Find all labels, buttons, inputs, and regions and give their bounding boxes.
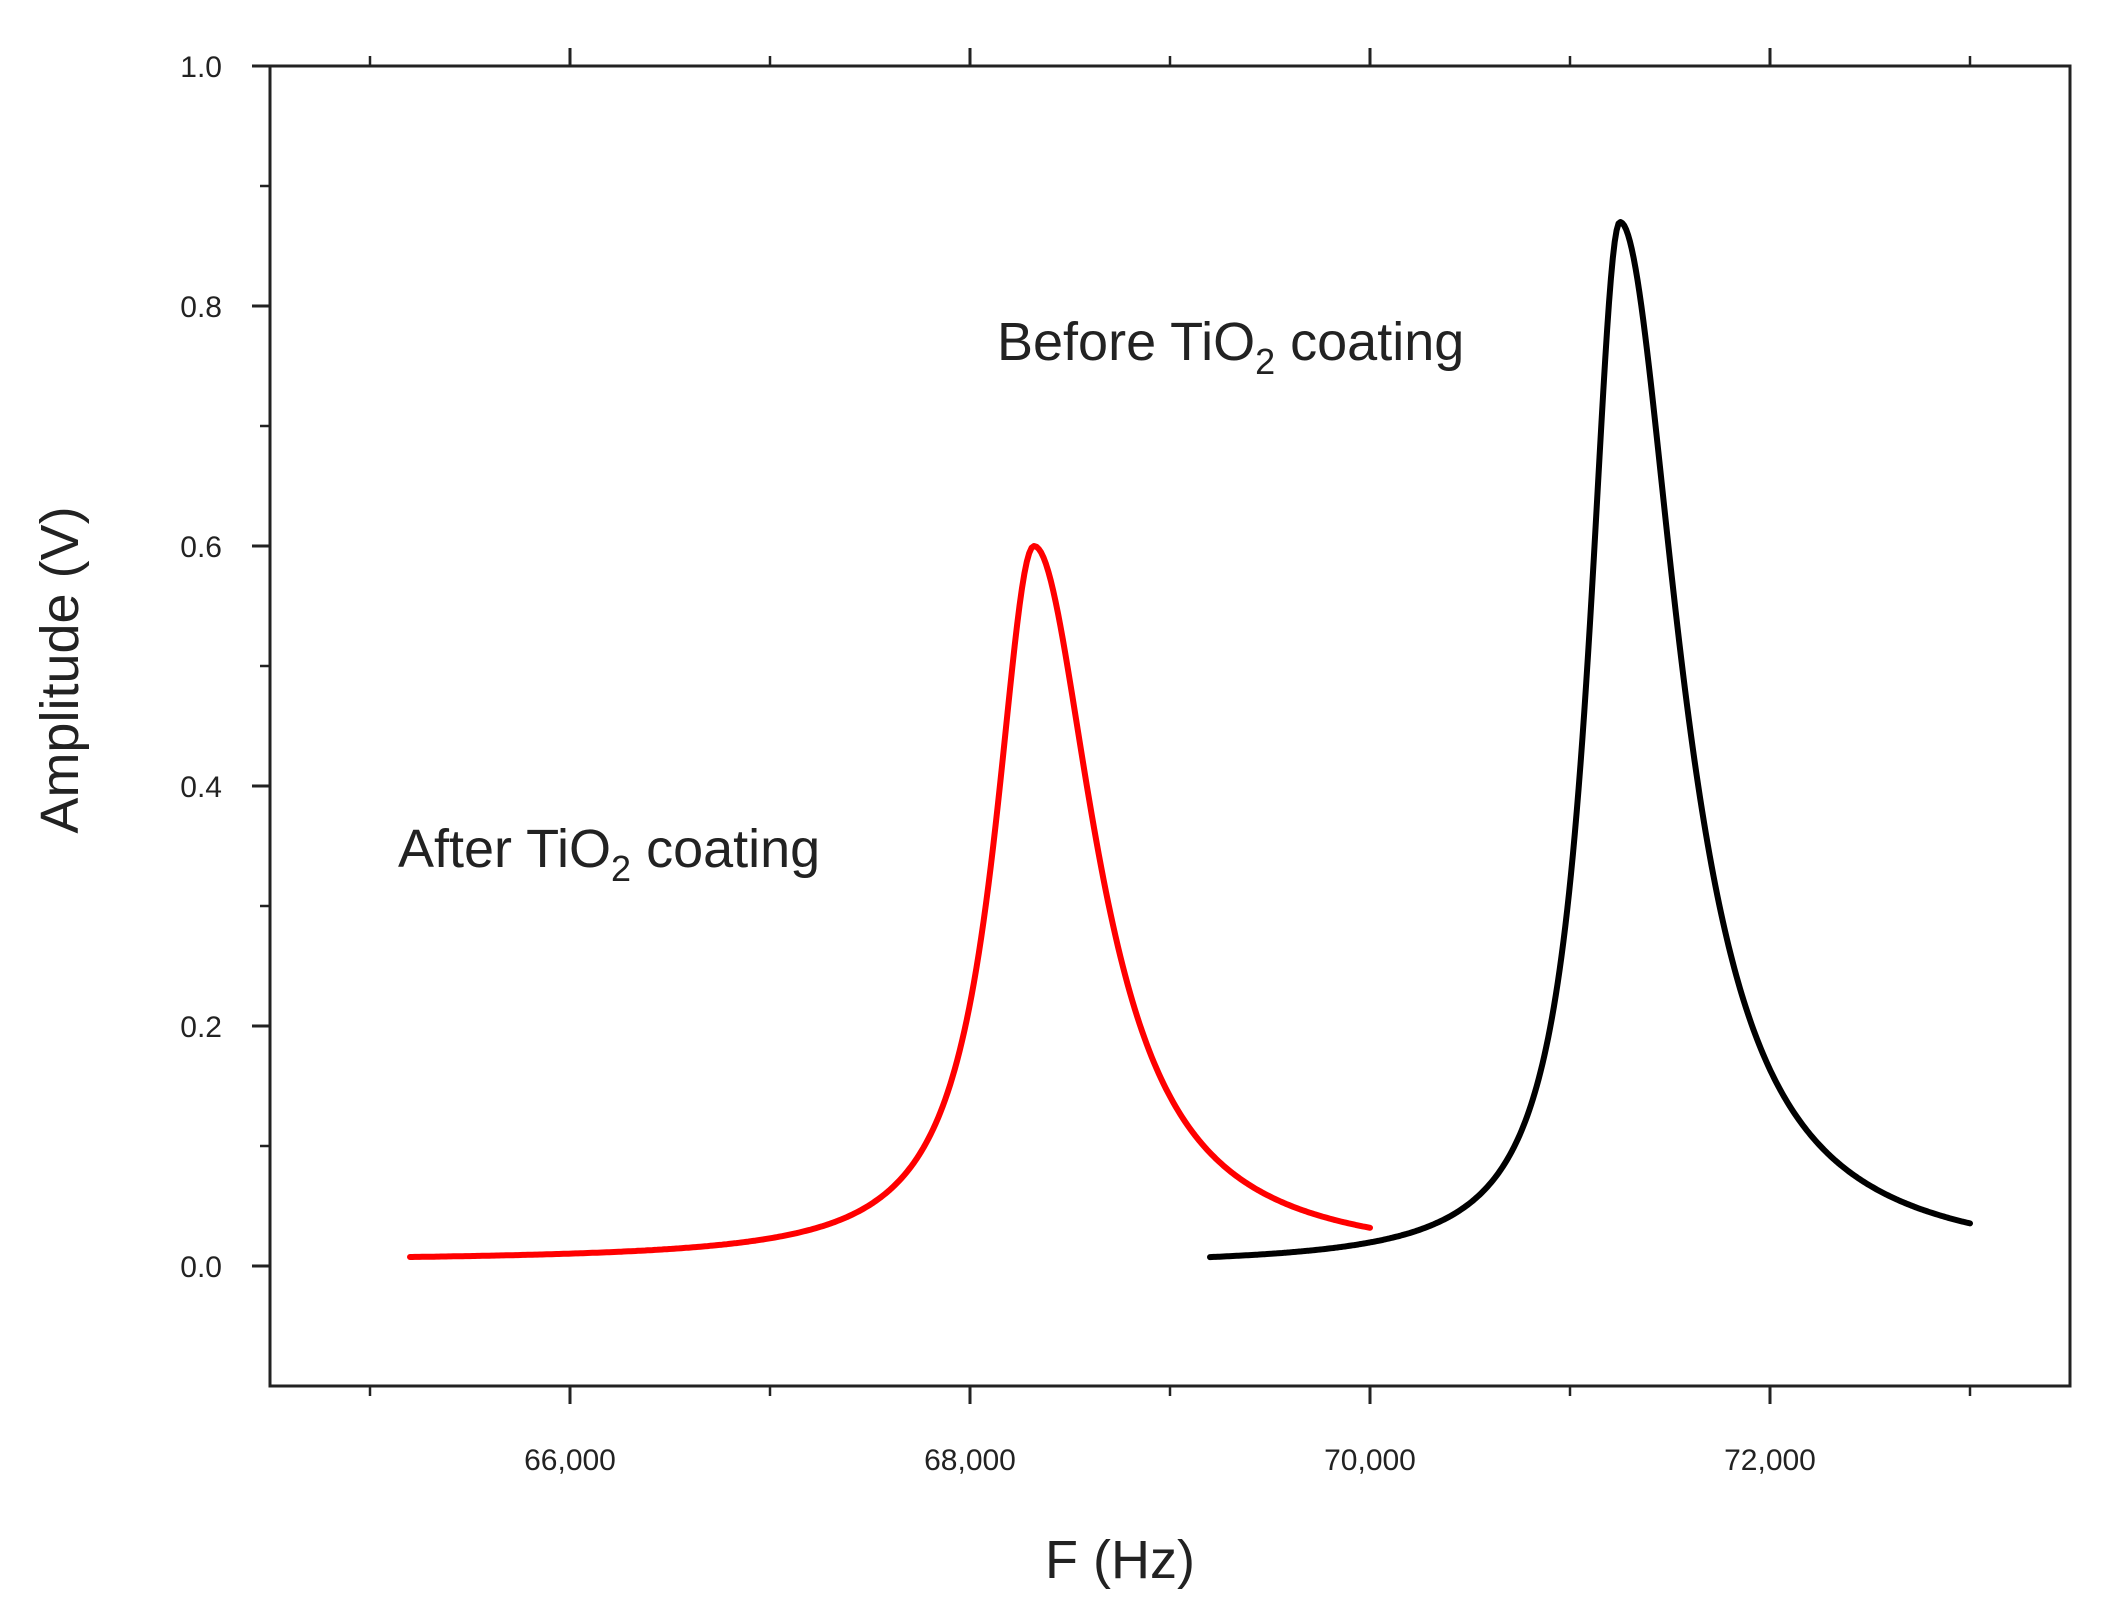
annotation-after-suffix: coating	[631, 819, 820, 879]
annotation-before-suffix: coating	[1275, 312, 1464, 372]
x-axis-title: F (Hz)	[1045, 1530, 1195, 1590]
series-before-coating-line	[1207, 219, 1973, 1261]
series-after-coating-line	[407, 543, 1373, 1260]
x-tick-label: 66,000	[524, 1444, 616, 1477]
y-tick-label: 0.0	[180, 1251, 222, 1284]
axis-tick-labels: 66,000 68,000 70,000 72,000 0.0 0.2 0.4 0.6 0.8 1…	[180, 51, 1816, 1477]
x-tick-label: 70,000	[1324, 1444, 1416, 1477]
x-tick-label: 72,000	[1724, 1444, 1816, 1477]
annotation-after: After TiO2 coating	[398, 819, 820, 889]
y-axis-title: Amplitude (V)	[30, 506, 90, 833]
annotation-after-main: After TiO	[398, 819, 611, 879]
y-tick-label: 1.0	[180, 51, 222, 84]
data-series	[407, 219, 1973, 1261]
y-tick-label: 0.2	[180, 1011, 222, 1044]
y-tick-label: 0.6	[180, 531, 222, 564]
annotation-before: Before TiO2 coating	[997, 312, 1464, 382]
plot-frame	[268, 64, 2072, 1388]
x-tick-label: 68,000	[924, 1444, 1016, 1477]
y-tick-label: 0.4	[180, 771, 222, 804]
annotation-before-subscript: 2	[1255, 341, 1275, 382]
axis-ticks	[252, 48, 1972, 1404]
y-tick-label: 0.8	[180, 291, 222, 324]
annotation-after-subscript: 2	[611, 848, 631, 889]
annotation-before-main: Before TiO	[997, 312, 1255, 372]
